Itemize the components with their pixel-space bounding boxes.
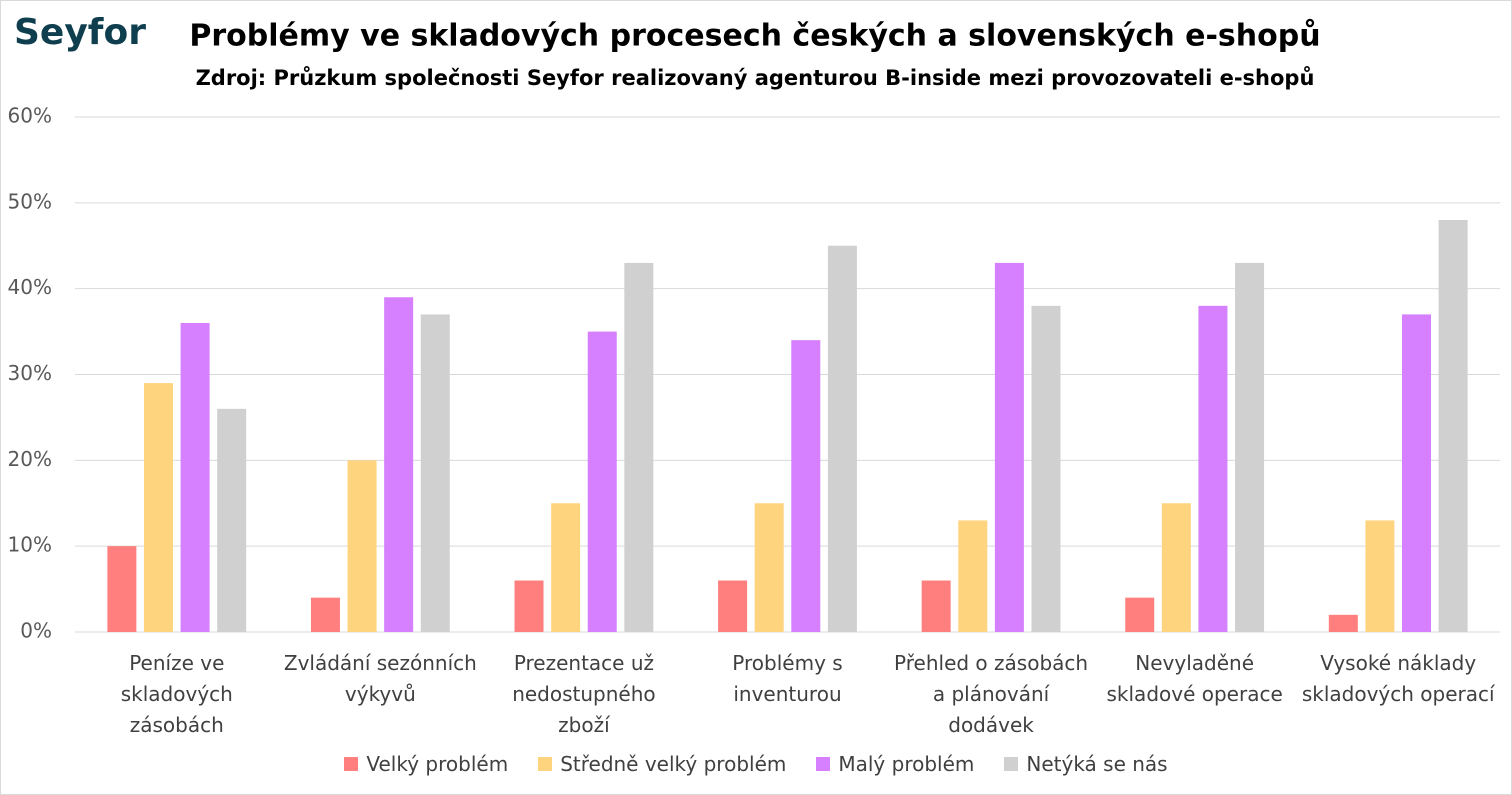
legend-item: Netýká se nás	[1004, 752, 1168, 776]
bar	[791, 340, 821, 632]
x-tick-label: Prezentace už nedostupného zboží	[512, 651, 656, 737]
legend-swatch	[1004, 757, 1019, 771]
bar	[217, 408, 247, 632]
bar	[1365, 520, 1395, 632]
x-tick-label: Nevyladěné skladové operace	[1106, 651, 1283, 706]
legend-swatch	[538, 757, 553, 771]
chart-subtitle: Zdroj: Průzkum společnosti Seyfor realiz…	[196, 66, 1315, 90]
bar	[420, 314, 450, 632]
y-tick-label: 10%	[8, 533, 52, 557]
y-tick-label: 50%	[8, 189, 52, 213]
y-tick-label: 0%	[20, 619, 52, 643]
bar	[1031, 305, 1061, 632]
legend-label: Velký problém	[366, 752, 509, 776]
legend-label: Malý problém	[838, 752, 975, 776]
bar	[384, 297, 414, 632]
bar	[958, 520, 988, 632]
chart-title: Problémy ve skladových procesech českých…	[189, 18, 1320, 54]
x-tick-label: Peníze ve skladových zásobách	[120, 651, 233, 737]
bar	[1402, 314, 1432, 632]
bar	[1161, 503, 1191, 632]
legend-item: Malý problém	[816, 752, 974, 776]
bar	[1125, 597, 1155, 632]
bar	[347, 460, 377, 632]
bar	[143, 383, 173, 632]
legend-item: Velký problém	[344, 752, 508, 776]
legend-item: Středně velký problém	[538, 752, 786, 776]
legend-swatch	[344, 757, 359, 771]
bar	[754, 503, 784, 632]
bar	[994, 262, 1024, 632]
y-tick-label: 30%	[8, 361, 52, 385]
x-tick-label: Problémy s inventurou	[732, 651, 843, 706]
bar	[310, 597, 340, 632]
bar	[514, 580, 544, 632]
bar	[551, 503, 581, 632]
bar	[624, 262, 654, 632]
legend-swatch	[816, 757, 831, 771]
bar	[1235, 262, 1265, 632]
y-tick-label: 40%	[8, 275, 52, 299]
bar	[1198, 305, 1228, 632]
bar	[180, 323, 210, 632]
bar	[921, 580, 951, 632]
bar	[718, 580, 748, 632]
x-tick-label: Zvládání sezónních výkyvů	[283, 651, 477, 706]
bar	[587, 331, 617, 632]
bar	[1438, 220, 1468, 632]
legend: Velký problém Středně velký problém Malý p…	[0, 752, 1512, 776]
y-tick-label: 20%	[8, 447, 52, 471]
legend-label: Netýká se nás	[1026, 752, 1168, 776]
bar	[1328, 614, 1358, 632]
x-tick-label: Přehled o zásobách a plánování dodávek	[894, 651, 1089, 737]
bar	[827, 245, 857, 632]
y-tick-label: 60%	[8, 104, 52, 128]
logo: Seyfor	[14, 12, 146, 53]
bar	[107, 546, 137, 632]
x-tick-label: Vysoké náklady skladových operací	[1301, 651, 1495, 706]
legend-label: Středně velký problém	[560, 752, 787, 776]
